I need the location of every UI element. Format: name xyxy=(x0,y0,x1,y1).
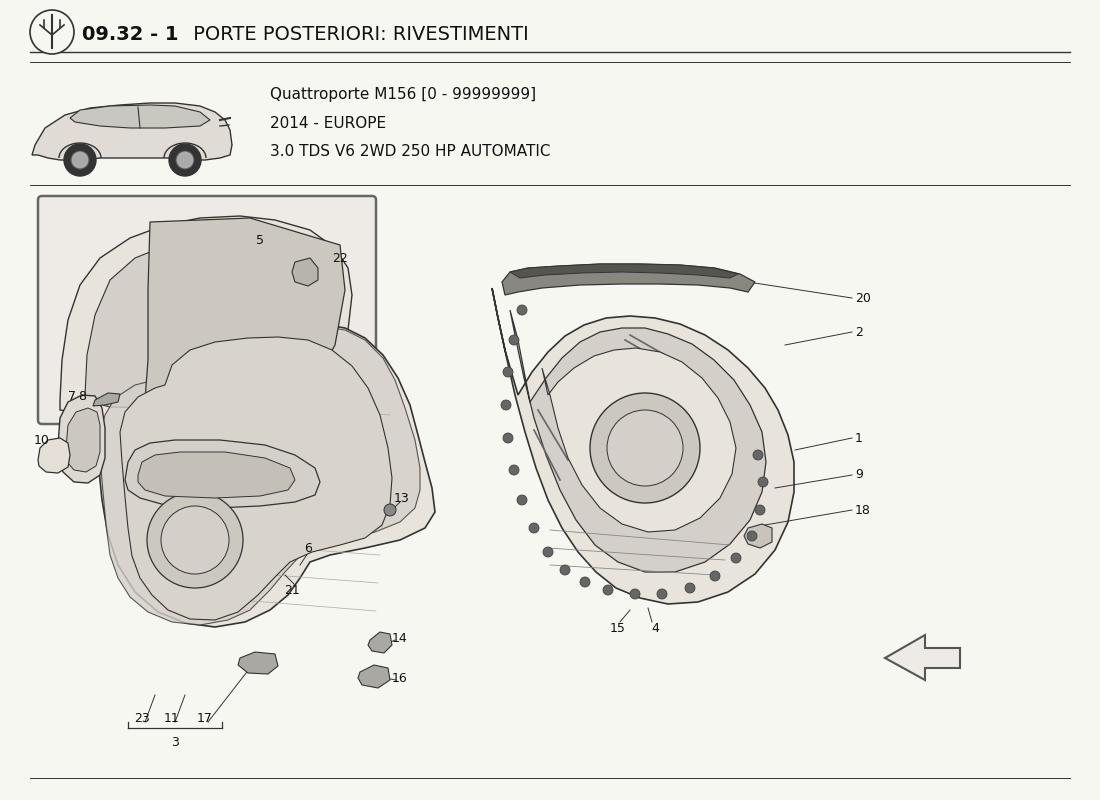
Circle shape xyxy=(580,577,590,587)
Circle shape xyxy=(509,465,519,475)
Text: 17: 17 xyxy=(197,711,213,725)
Circle shape xyxy=(543,547,553,557)
Circle shape xyxy=(529,523,539,533)
Polygon shape xyxy=(886,635,960,680)
Text: 6: 6 xyxy=(304,542,312,554)
Polygon shape xyxy=(70,105,210,128)
Text: 4: 4 xyxy=(651,622,659,634)
Circle shape xyxy=(603,585,613,595)
Polygon shape xyxy=(542,348,736,532)
Polygon shape xyxy=(744,524,772,548)
Circle shape xyxy=(503,433,513,443)
Text: 16: 16 xyxy=(392,671,408,685)
Text: 8: 8 xyxy=(78,390,86,402)
Polygon shape xyxy=(292,258,318,286)
Circle shape xyxy=(517,305,527,315)
Circle shape xyxy=(169,144,201,176)
Polygon shape xyxy=(94,393,120,406)
Polygon shape xyxy=(95,324,434,627)
Text: 7: 7 xyxy=(68,390,76,402)
Text: 2: 2 xyxy=(855,326,862,338)
Polygon shape xyxy=(138,452,295,498)
Circle shape xyxy=(607,410,683,486)
Circle shape xyxy=(754,450,763,460)
Polygon shape xyxy=(66,408,100,472)
Text: 9: 9 xyxy=(855,469,862,482)
Polygon shape xyxy=(510,264,738,278)
Text: 21: 21 xyxy=(284,583,300,597)
Circle shape xyxy=(517,495,527,505)
Polygon shape xyxy=(502,264,755,295)
Circle shape xyxy=(147,492,243,588)
Text: Quattroporte M156 [0 - 99999999]: Quattroporte M156 [0 - 99999999] xyxy=(270,87,536,102)
Polygon shape xyxy=(100,325,420,625)
Polygon shape xyxy=(510,310,766,572)
Text: PORTE POSTERIORI: RIVESTIMENTI: PORTE POSTERIORI: RIVESTIMENTI xyxy=(187,26,529,45)
Circle shape xyxy=(590,393,700,503)
Polygon shape xyxy=(368,632,392,653)
Polygon shape xyxy=(120,337,392,620)
Circle shape xyxy=(161,506,229,574)
Polygon shape xyxy=(492,288,794,604)
Text: 23: 23 xyxy=(134,711,150,725)
Circle shape xyxy=(732,553,741,563)
Circle shape xyxy=(509,335,519,345)
Circle shape xyxy=(176,151,194,169)
Text: 18: 18 xyxy=(855,503,871,517)
Circle shape xyxy=(503,367,513,377)
Circle shape xyxy=(747,531,757,541)
Circle shape xyxy=(630,589,640,599)
Text: 11: 11 xyxy=(164,711,180,725)
Polygon shape xyxy=(145,218,345,410)
Circle shape xyxy=(685,583,695,593)
Text: 2014 - EUROPE: 2014 - EUROPE xyxy=(270,115,386,130)
Text: 3.0 TDS V6 2WD 250 HP AUTOMATIC: 3.0 TDS V6 2WD 250 HP AUTOMATIC xyxy=(270,143,550,158)
Circle shape xyxy=(758,477,768,487)
Text: 1: 1 xyxy=(855,431,862,445)
Polygon shape xyxy=(85,237,336,408)
Circle shape xyxy=(64,144,96,176)
Polygon shape xyxy=(58,395,104,483)
Polygon shape xyxy=(238,652,278,674)
Text: 14: 14 xyxy=(392,631,408,645)
FancyBboxPatch shape xyxy=(39,196,376,424)
Text: 22: 22 xyxy=(332,251,348,265)
Polygon shape xyxy=(125,440,320,508)
Circle shape xyxy=(30,10,74,54)
Polygon shape xyxy=(60,216,352,415)
Text: 5: 5 xyxy=(256,234,264,246)
Text: 15: 15 xyxy=(610,622,626,634)
Text: 09.32 - 1: 09.32 - 1 xyxy=(82,26,178,45)
Polygon shape xyxy=(32,103,232,160)
Circle shape xyxy=(384,504,396,516)
Circle shape xyxy=(710,571,720,581)
Text: 3: 3 xyxy=(172,735,179,749)
Circle shape xyxy=(500,400,512,410)
Polygon shape xyxy=(358,665,390,688)
Text: 10: 10 xyxy=(34,434,50,446)
Circle shape xyxy=(755,505,764,515)
Text: 20: 20 xyxy=(855,291,871,305)
Text: 13: 13 xyxy=(394,491,410,505)
Circle shape xyxy=(560,565,570,575)
Polygon shape xyxy=(39,438,70,473)
Circle shape xyxy=(657,589,667,599)
Circle shape xyxy=(72,151,89,169)
